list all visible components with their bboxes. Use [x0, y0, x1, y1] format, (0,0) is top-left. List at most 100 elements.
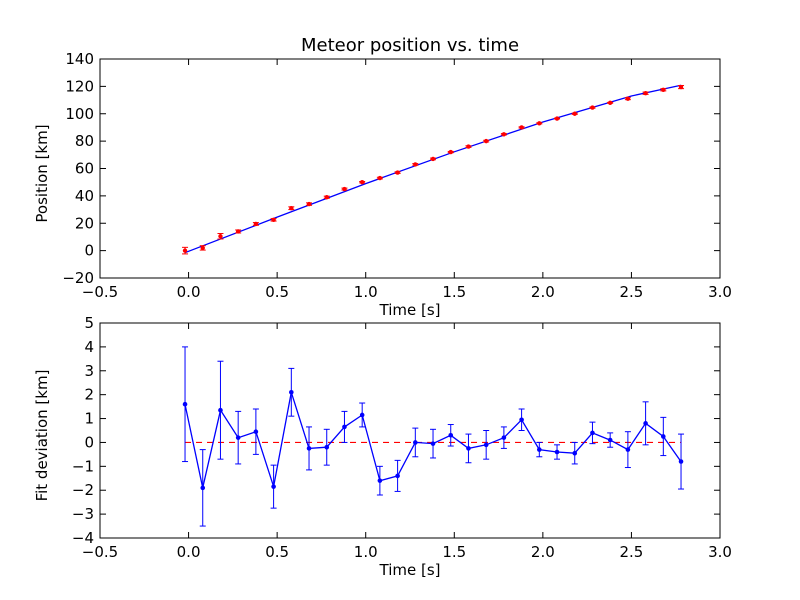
bottom-chart-x-tick-label: 2.5 — [619, 543, 643, 561]
top-chart-data-point — [466, 144, 471, 149]
top-chart-data-point — [218, 234, 223, 239]
bottom-chart-y-tick-label: −4 — [72, 529, 94, 547]
top-chart-y-tick-label: 100 — [65, 105, 94, 123]
bottom-chart-data-point — [413, 440, 418, 445]
top-chart-marks — [182, 84, 685, 255]
bottom-chart-data-point — [643, 421, 648, 426]
top-chart-x-tick-label: 1.0 — [354, 283, 378, 301]
bottom-chart-x-tick-label: 1.5 — [442, 543, 466, 561]
bottom-chart-data-point — [448, 432, 454, 438]
bottom-chart-marks — [182, 346, 685, 527]
bottom-chart-data-point — [377, 478, 383, 483]
bottom-chart-y-tick-label: 1 — [84, 410, 94, 428]
bottom-chart-data-point — [218, 407, 223, 413]
top-chart-x-tick-label: 0.0 — [177, 283, 201, 301]
bottom-chart-data-point — [306, 446, 312, 451]
top-chart-data-point — [678, 84, 684, 90]
bottom-chart-y-tick-label: 5 — [84, 314, 94, 332]
top-chart-data-point — [342, 186, 347, 192]
bottom-chart-data-point — [607, 437, 613, 443]
top-chart-data-point — [483, 138, 489, 144]
top-chart-data-point — [661, 87, 666, 92]
top-chart-y-tick-label: 120 — [65, 77, 94, 95]
top-chart-y-tick-label: 60 — [75, 160, 94, 178]
bottom-chart-x-tick-label: 1.0 — [354, 543, 378, 561]
bottom-chart-data-point — [572, 450, 578, 456]
bottom-chart-data-point — [182, 401, 188, 407]
top-chart-data-point — [359, 179, 365, 185]
top-chart-title: Meteor position vs. time — [301, 35, 519, 56]
bottom-chart-data-point — [200, 485, 206, 491]
top-chart-x-tick-label: 1.5 — [442, 283, 466, 301]
top-chart-data-point — [643, 91, 648, 96]
top-chart-y-tick-label: 140 — [65, 50, 94, 68]
bottom-chart-data-point — [625, 447, 631, 452]
top-chart-x-tick-label: −0.5 — [82, 283, 118, 301]
bottom-chart-x-tick-label: 3.0 — [708, 543, 732, 561]
bottom-chart-data-point — [466, 446, 471, 451]
top-chart-x-tick-label: 2.5 — [619, 283, 643, 301]
top-chart-data-point — [253, 221, 259, 227]
top-chart-data-point — [377, 175, 383, 181]
top-chart-data-point — [182, 248, 188, 253]
top-chart-x-tick-label: 3.0 — [708, 283, 732, 301]
top-chart-ticks: −0.5 0.0 0.5 1.0 1.5 2.0 2.5 3.0 −20 0 20 40 60 80 100… — [62, 50, 732, 301]
bottom-chart-data-point — [483, 442, 489, 448]
top-chart-data-point — [590, 105, 595, 110]
bottom-chart-data-point — [519, 417, 524, 423]
bottom-chart-data-point — [253, 429, 259, 434]
top-chart-frame — [99, 58, 721, 279]
bottom-chart-x-tick-label: 0.5 — [265, 543, 289, 561]
bottom-chart-data-point — [430, 441, 436, 446]
top-chart-data-point — [324, 195, 329, 200]
top-chart-data-point — [271, 217, 276, 223]
top-chart-data-point — [625, 96, 631, 101]
bottom-chart-data-point — [501, 435, 507, 440]
bottom-chart-y-tick-label: 3 — [84, 362, 94, 380]
top-chart-y-tick-label: 80 — [75, 132, 94, 150]
bottom-chart-x-axis-label: Time [s] — [379, 561, 441, 579]
bottom-chart-x-tick-label: 0.0 — [177, 543, 201, 561]
bottom-chart-data-point — [359, 412, 365, 418]
bottom-chart-y-tick-label: 2 — [84, 386, 94, 404]
bottom-chart-data-point — [590, 430, 595, 436]
bottom-chart-y-tick-label: −2 — [72, 481, 94, 499]
bottom-chart-data-point — [661, 434, 666, 439]
top-chart-data-point — [430, 156, 436, 162]
bottom-chart-data-point — [554, 449, 560, 455]
top-chart-x-tick-label: 0.5 — [265, 283, 289, 301]
top-chart-data-point — [289, 205, 294, 211]
top-chart-data-point — [572, 111, 577, 116]
bottom-chart-data-point — [537, 447, 542, 452]
bottom-chart: Time [s] Fit deviation [km] −0.5 0.0 0.5 1.… — [33, 314, 732, 579]
top-chart-data-point — [607, 100, 613, 106]
bottom-chart-y-axis-label: Fit deviation [km] — [33, 370, 51, 502]
bottom-chart-frame — [99, 322, 721, 539]
top-chart-data-point — [395, 170, 400, 175]
bottom-chart-y-tick-label: −3 — [72, 505, 94, 523]
bottom-chart-y-tick-label: 4 — [84, 338, 94, 356]
top-chart-data-point — [200, 245, 205, 251]
bottom-chart-data-point — [395, 473, 400, 479]
top-chart-data-point — [448, 149, 453, 155]
top-chart-x-tick-label: 2.0 — [531, 283, 555, 301]
top-chart-data-point — [501, 132, 507, 137]
bottom-chart-data-point — [678, 459, 684, 464]
top-chart-y-tick-label: 20 — [75, 214, 94, 232]
top-chart: Meteor position vs. time Time [s] Positi… — [33, 35, 732, 319]
top-chart-data-point — [537, 121, 542, 126]
top-chart-x-axis-label: Time [s] — [379, 301, 441, 319]
bottom-chart-y-tick-label: −1 — [72, 457, 94, 475]
bottom-chart-x-tick-label: 2.0 — [531, 543, 555, 561]
top-chart-data-point — [519, 125, 524, 130]
bottom-chart-data-point — [324, 444, 330, 450]
top-chart-data-point — [235, 229, 241, 234]
top-chart-data-point — [413, 162, 418, 167]
top-chart-y-tick-label: 40 — [75, 187, 94, 205]
bottom-chart-data-point — [271, 484, 276, 489]
top-chart-y-tick-label: −20 — [62, 269, 94, 287]
top-chart-fit-line — [184, 84, 682, 254]
bottom-chart-ticks: −0.5 0.0 0.5 1.0 1.5 2.0 2.5 3.0 −4 −3 −2 −1 0 1 2 3 4 5 — [72, 314, 732, 561]
